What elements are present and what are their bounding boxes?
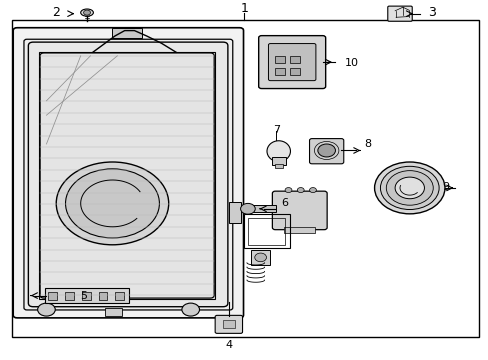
FancyBboxPatch shape bbox=[45, 288, 128, 303]
Circle shape bbox=[254, 253, 266, 262]
FancyBboxPatch shape bbox=[28, 42, 227, 307]
Circle shape bbox=[386, 171, 432, 205]
Circle shape bbox=[374, 162, 444, 214]
Circle shape bbox=[297, 188, 304, 193]
Bar bbox=[248, 218, 285, 245]
Bar bbox=[12, 20, 478, 337]
Text: 5: 5 bbox=[81, 291, 87, 301]
Bar bbox=[115, 292, 124, 300]
Bar bbox=[81, 292, 90, 300]
Bar bbox=[289, 56, 299, 63]
Circle shape bbox=[65, 169, 159, 238]
Bar bbox=[250, 250, 270, 265]
Bar bbox=[275, 68, 285, 75]
Bar bbox=[289, 68, 299, 75]
Bar bbox=[223, 320, 234, 328]
Bar bbox=[105, 308, 122, 316]
Bar bbox=[271, 157, 285, 165]
Circle shape bbox=[285, 188, 291, 193]
Text: 9: 9 bbox=[442, 182, 449, 192]
FancyBboxPatch shape bbox=[268, 44, 315, 81]
Bar bbox=[249, 205, 276, 212]
FancyBboxPatch shape bbox=[215, 315, 242, 333]
Bar bbox=[283, 227, 315, 233]
Text: 8: 8 bbox=[364, 139, 371, 149]
Bar bbox=[228, 202, 241, 223]
Bar bbox=[99, 292, 107, 300]
Bar bbox=[39, 52, 215, 299]
Circle shape bbox=[380, 166, 438, 210]
Text: 3: 3 bbox=[427, 6, 435, 19]
Bar bbox=[65, 292, 74, 300]
FancyBboxPatch shape bbox=[24, 39, 232, 310]
FancyBboxPatch shape bbox=[387, 6, 411, 21]
Text: 7: 7 bbox=[272, 125, 279, 135]
Circle shape bbox=[309, 188, 316, 193]
Circle shape bbox=[38, 303, 55, 316]
Bar bbox=[243, 214, 289, 248]
Circle shape bbox=[240, 203, 255, 214]
Text: 1: 1 bbox=[240, 3, 248, 15]
Circle shape bbox=[56, 162, 168, 245]
Circle shape bbox=[394, 177, 424, 199]
Bar bbox=[48, 292, 57, 300]
Circle shape bbox=[83, 10, 90, 15]
FancyBboxPatch shape bbox=[258, 36, 325, 89]
Circle shape bbox=[182, 303, 199, 316]
Ellipse shape bbox=[81, 9, 93, 16]
FancyBboxPatch shape bbox=[272, 191, 326, 230]
Bar bbox=[275, 56, 285, 63]
Ellipse shape bbox=[266, 141, 290, 162]
Bar bbox=[274, 164, 282, 168]
FancyBboxPatch shape bbox=[13, 28, 243, 318]
Text: 2: 2 bbox=[52, 6, 60, 19]
FancyBboxPatch shape bbox=[309, 139, 343, 164]
Text: 10: 10 bbox=[344, 58, 358, 68]
Text: 4: 4 bbox=[225, 340, 232, 350]
Bar bbox=[112, 28, 142, 38]
Text: 6: 6 bbox=[281, 198, 287, 208]
Circle shape bbox=[317, 144, 335, 157]
